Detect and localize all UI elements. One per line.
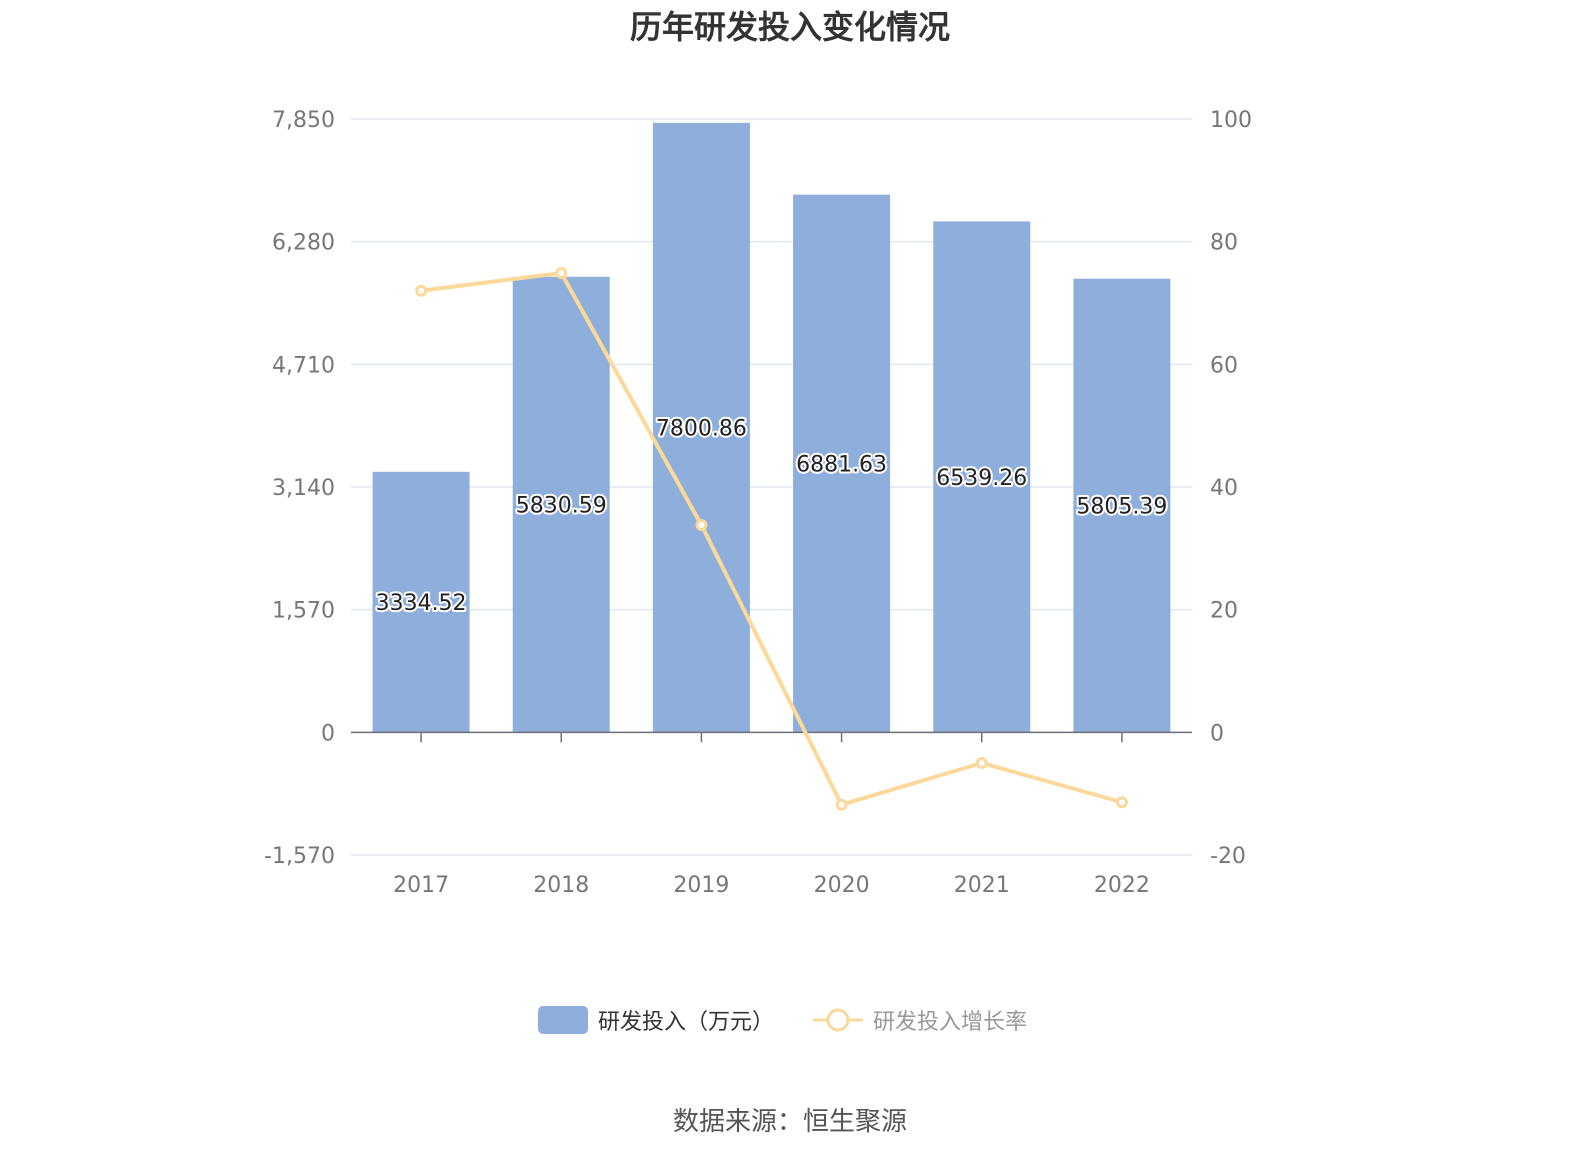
y-left-tick-label: 3,140 (272, 476, 335, 501)
y-right-tick-label: 100 (1210, 108, 1252, 133)
y-left-tick-label: 1,570 (272, 599, 335, 624)
bar (793, 194, 891, 733)
y-left-tick-label: 7,850 (272, 108, 335, 133)
growth-point (1115, 796, 1128, 809)
growth-point (415, 284, 428, 297)
y-right-tick-label: 0 (1210, 721, 1224, 746)
bar-data-labels: 3334.52 5830.59 7800.86 6881.63 6539.26 5805.… (374, 415, 1170, 618)
x-tick-label: 2022 (1094, 873, 1150, 898)
growth-point (835, 798, 848, 811)
x-tick-label: 2021 (954, 873, 1010, 898)
growth-point (975, 757, 988, 769)
data-source: 数据来源：恒生聚源 (673, 1107, 907, 1137)
y-right-tick-label: 20 (1210, 599, 1238, 624)
x-tick-label: 2017 (393, 873, 449, 898)
y-left-tick-label: 6,280 (272, 231, 335, 256)
y-right-tick-label: 60 (1210, 353, 1238, 378)
bar-data-label: 6881.63 (796, 452, 887, 477)
legend-line-label: 研发投入增长率 (873, 1010, 1027, 1035)
line-series (415, 266, 1128, 811)
bar-series (372, 122, 1171, 733)
bar (933, 221, 1031, 733)
y-left-tick-label: 0 (321, 721, 335, 746)
y-axis-right: -20 0 20 40 60 80 100 (1210, 108, 1252, 869)
y-right-tick-label: 40 (1210, 476, 1238, 501)
bar (1073, 278, 1171, 733)
y-axis-left: -1,570 0 1,570 3,140 4,710 6,280 7,850 (264, 108, 335, 869)
legend-item-line[interactable]: 研发投入增长率 (813, 1008, 1027, 1035)
y-right-tick-label: -20 (1210, 844, 1246, 869)
y-right-tick-label: 80 (1210, 231, 1238, 256)
growth-line (420, 270, 1123, 807)
y-left-tick-label: 4,710 (272, 353, 335, 378)
grid-lines (351, 118, 1192, 856)
y-left-tick-label: -1,570 (264, 844, 335, 869)
bar-data-label: 7800.86 (656, 417, 747, 442)
legend-bar-swatch (538, 1006, 588, 1034)
legend-line-marker (826, 1008, 850, 1032)
bar (372, 471, 470, 733)
x-axis: 2017 2018 2019 2020 2021 2022 (351, 731, 1192, 898)
legend-bar-label: 研发投入（万元） (598, 1010, 774, 1035)
chart-title: 历年研发投入变化情况 (630, 8, 950, 46)
growth-point (695, 519, 708, 532)
x-tick-label: 2019 (673, 873, 729, 898)
bar-data-label: 5805.39 (1076, 495, 1167, 520)
bar (512, 276, 610, 733)
bar-data-label: 6539.26 (936, 466, 1027, 491)
growth-point (555, 266, 568, 279)
bar (652, 122, 750, 733)
x-tick-label: 2018 (533, 873, 589, 898)
legend-item-bar[interactable]: 研发投入（万元） (538, 1006, 774, 1035)
bar-data-label: 3334.52 (376, 591, 467, 616)
legend: 研发投入（万元） 研发投入增长率 (538, 1006, 1027, 1035)
x-tick-label: 2020 (814, 873, 870, 898)
bar-data-label: 5830.59 (516, 494, 607, 519)
